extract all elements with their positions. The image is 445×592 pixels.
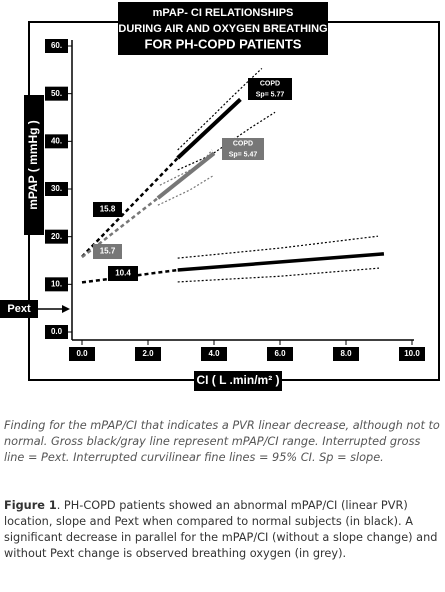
x-tick-box [135,347,161,361]
annotation-text: Sp= 5.77 [256,91,285,98]
y-tick-label: 0.0 [51,327,63,336]
y-tick-box [45,134,68,149]
annotation-box [93,244,122,259]
y-tick-label: 40. [51,136,62,145]
x-tick-box [333,347,359,361]
y-tick-box [45,182,68,196]
series-line [177,252,385,272]
x-tick-box [201,347,227,361]
annotation-text: Pext [7,303,31,315]
chart-title: DURING AIR AND OXYGEN BREATHING [118,23,327,35]
x-tick-label: 8.0 [340,349,352,358]
annotation-text: 15.7 [100,247,116,256]
frame [28,21,440,381]
y-tick-box [45,39,68,53]
annotation-text: 10.4 [115,269,131,278]
y-tick-box [45,277,68,292]
annotation-text: COPD [260,80,280,87]
y-tick-label: 10. [51,279,62,288]
series-line [177,235,379,259]
x-tick-label: 10.0 [404,349,420,358]
title-box [118,2,328,55]
series-line [177,267,380,283]
x-axis-label: CI ( L .min/m² ) [196,373,279,387]
pext-arrowhead [62,305,70,313]
x-tick-box [399,347,425,361]
series-line [159,149,213,186]
series-line [176,97,242,160]
x-tick-label: 4.0 [208,349,220,358]
annotation-box [93,202,122,217]
annotation-text: Sp= 5.47 [229,151,258,158]
figure-text: . PH-COPD patients showed an abnormal mP… [4,499,438,560]
y-label-box [24,95,44,235]
y-tick-box [45,86,68,101]
y-tick-label: 60. [51,41,62,50]
y-tick-label: 30. [51,184,62,193]
series-line [156,151,216,200]
x-tick-label: 0.0 [76,349,88,358]
annotation-text: 15.8 [100,205,116,214]
figure-label: Figure 1 [4,499,57,512]
annotation-text: COPD [233,140,253,147]
x-tick-box [267,347,293,361]
y-tick-label: 20. [51,232,62,241]
caption-note: Finding for the mPAP/CI that indicates a… [4,419,440,464]
y-tick-box [45,325,68,339]
chart-title: FOR PH-COPD PATIENTS [145,36,302,51]
annotation-box [108,266,138,281]
x-tick-box [69,347,95,361]
annotation-box [222,138,264,160]
caption-figure: Figure 1. PH-COPD patients showed an abn… [4,498,440,562]
series-line [81,268,178,284]
chart-title: mPAP- CI RELATIONSHIPS [153,7,294,19]
series-line [81,157,179,258]
x-tick-label: 2.0 [142,349,154,358]
y-tick-label: 50. [51,89,62,98]
y-tick-box [45,229,68,244]
x-tick-label: 6.0 [274,349,286,358]
y-axis-label: mPAP ( mmHg ) [26,120,40,210]
series-line [177,67,263,151]
chart: mPAP- CI RELATIONSHIPS DURING AIR AND OX… [0,2,440,391]
annotation-box [0,300,38,318]
annotation-box [248,78,292,100]
x-label-box [194,371,282,391]
